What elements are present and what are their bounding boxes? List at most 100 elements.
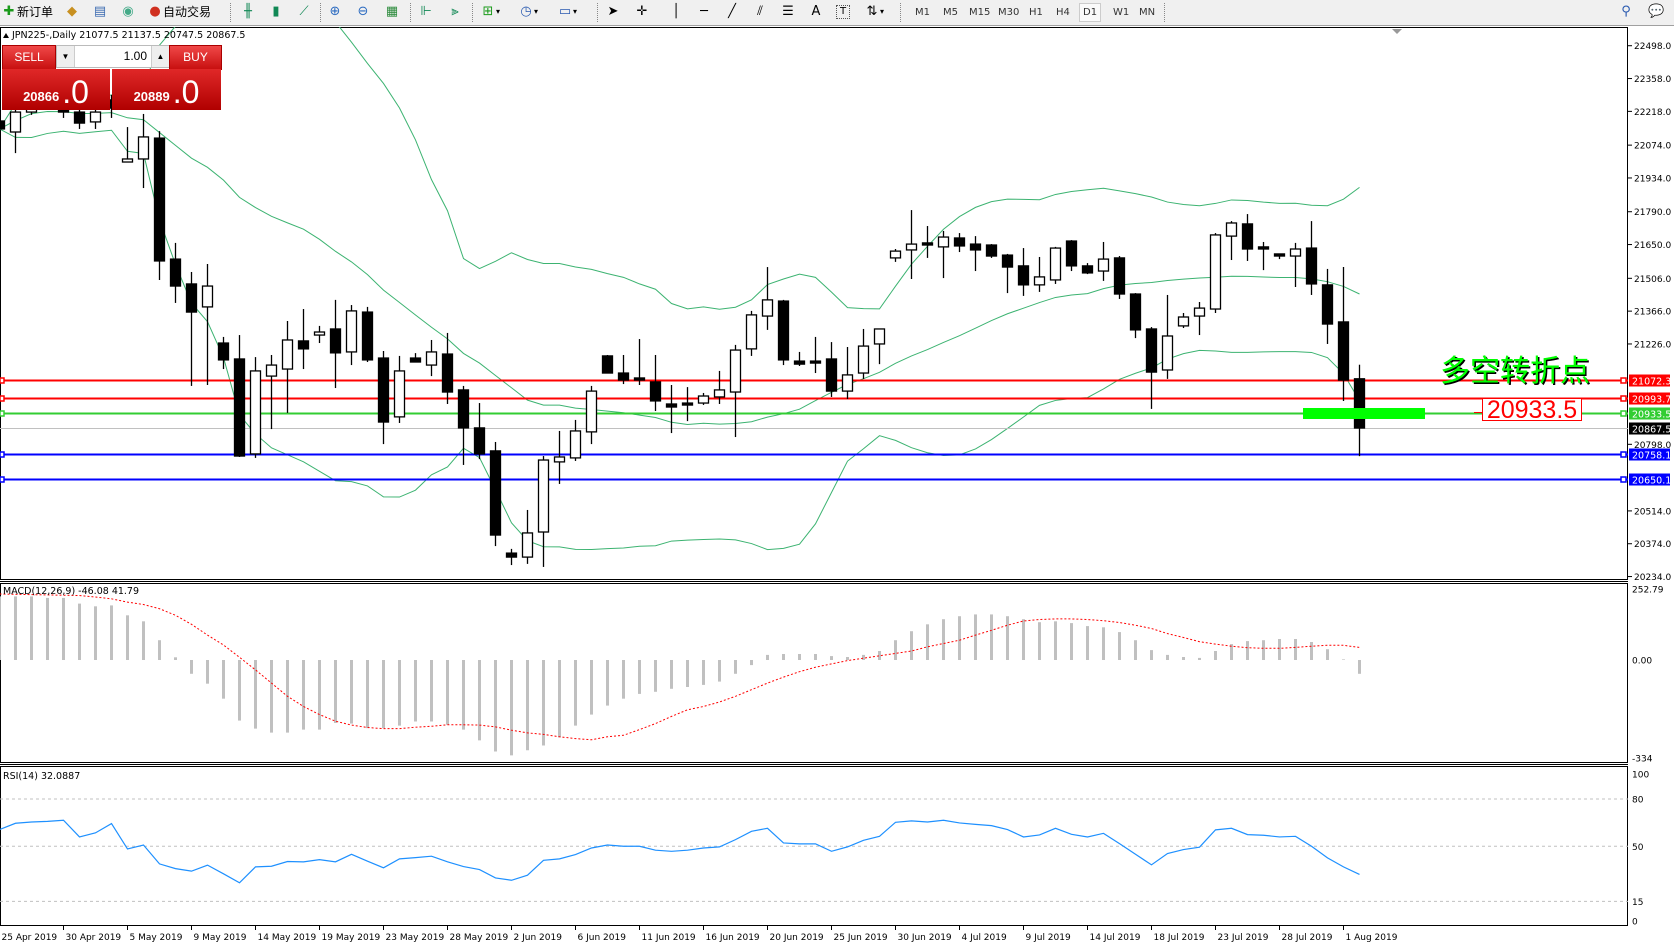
candle[interactable] <box>217 336 230 370</box>
candle[interactable] <box>377 350 390 445</box>
level-handle-right[interactable] <box>1620 476 1627 483</box>
pivot-annotation-text[interactable]: 多空转折点 <box>1440 354 1590 389</box>
candle[interactable] <box>937 230 950 279</box>
pivot-price-box[interactable] <box>1482 398 1582 421</box>
candle[interactable] <box>201 264 214 385</box>
candle[interactable] <box>1017 248 1030 296</box>
candle[interactable] <box>1145 327 1158 409</box>
candle[interactable] <box>1289 242 1302 287</box>
candle[interactable] <box>665 384 678 434</box>
candle[interactable] <box>697 392 710 405</box>
horizontal-line-button[interactable]: ─ <box>696 2 712 22</box>
candle[interactable] <box>1129 293 1142 339</box>
level-handle-left[interactable] <box>0 410 5 417</box>
main-chart-panel[interactable] <box>0 27 1628 580</box>
cursor-button[interactable]: ➤ <box>605 2 621 22</box>
candle[interactable] <box>153 131 166 280</box>
candle[interactable] <box>265 354 278 430</box>
sell-button[interactable]: SELL <box>2 45 56 70</box>
candle[interactable] <box>841 347 854 400</box>
candle[interactable] <box>729 344 742 438</box>
candle[interactable] <box>1049 246 1062 284</box>
level-handle-right[interactable] <box>1620 395 1627 402</box>
candle[interactable] <box>617 354 630 385</box>
fibonacci-button[interactable]: ☰ <box>780 2 796 22</box>
candle[interactable] <box>1305 221 1318 295</box>
candle[interactable] <box>1177 313 1190 329</box>
candle[interactable] <box>1321 268 1334 344</box>
timeframe-w1[interactable]: W1 <box>1113 7 1130 18</box>
candle[interactable] <box>857 328 870 379</box>
candle[interactable] <box>1033 256 1046 292</box>
candle[interactable] <box>1097 241 1110 281</box>
candle[interactable] <box>1161 294 1174 379</box>
candle[interactable] <box>137 113 150 189</box>
level-handle-left[interactable] <box>0 377 5 384</box>
level-handle-right[interactable] <box>1620 377 1627 384</box>
indicators-button[interactable]: ⊞ ▾ <box>480 2 500 22</box>
bar-chart-button[interactable]: ╫ <box>240 2 256 22</box>
candle[interactable] <box>281 320 294 413</box>
candle[interactable] <box>681 387 694 422</box>
candle[interactable] <box>1209 233 1222 314</box>
candle[interactable] <box>505 548 518 566</box>
chart-shift-marker-icon[interactable] <box>1392 29 1402 34</box>
chart-shift-button[interactable]: ⊩ <box>418 2 434 22</box>
chat-button[interactable]: 💬 <box>1648 2 1664 22</box>
text-button[interactable]: A <box>808 2 824 22</box>
candle[interactable] <box>361 306 374 363</box>
level-handle-left[interactable] <box>0 395 5 402</box>
timeframe-d1[interactable]: D1 <box>1079 3 1102 22</box>
equidistant-channel-button[interactable]: ⫽ <box>752 2 768 22</box>
candle[interactable] <box>1065 240 1078 272</box>
zoom-out-button[interactable]: ⊖ <box>355 2 371 22</box>
macd-panel[interactable] <box>0 583 1628 763</box>
candlestick-button[interactable]: ▮ <box>268 2 284 22</box>
timeframe-mn[interactable]: MN <box>1139 7 1156 18</box>
candle[interactable] <box>745 310 758 356</box>
candle[interactable] <box>1113 256 1126 299</box>
candle[interactable] <box>1081 263 1094 275</box>
candle[interactable] <box>409 353 422 363</box>
volume-increase-button[interactable]: ▲ <box>151 46 169 67</box>
crosshair-button[interactable]: ✛ <box>634 2 650 22</box>
timeframe-m30[interactable]: M30 <box>998 7 1020 18</box>
candle[interactable] <box>761 267 774 330</box>
candle[interactable] <box>985 244 998 258</box>
candle[interactable] <box>553 430 566 484</box>
candle[interactable] <box>905 210 918 280</box>
candle[interactable] <box>9 108 22 154</box>
candle[interactable] <box>441 332 454 404</box>
auto-trading-button[interactable]: ● 自动交易 <box>147 2 211 22</box>
candle[interactable] <box>585 385 598 445</box>
periods-button[interactable]: ◷ ▾ <box>518 2 538 22</box>
buy-price-button[interactable]: 20889 .0 <box>112 69 221 110</box>
level-handle-right[interactable] <box>1620 451 1627 458</box>
chart-window[interactable]: 21072.3 20993.7 20933.5 20867.5 20758.1 20650… <box>0 26 1674 947</box>
candle[interactable] <box>169 242 182 303</box>
candle[interactable] <box>521 509 534 564</box>
zoom-in-button[interactable]: ⊕ <box>327 2 343 22</box>
candle[interactable] <box>473 403 486 460</box>
candle[interactable] <box>345 305 358 366</box>
candle[interactable] <box>601 354 614 374</box>
candle[interactable] <box>425 339 438 377</box>
candle[interactable] <box>249 357 262 458</box>
candle[interactable] <box>1193 301 1206 336</box>
candle[interactable] <box>921 226 934 258</box>
candle[interactable] <box>1273 253 1286 260</box>
candle[interactable] <box>1257 241 1270 271</box>
timeframe-m5[interactable]: M5 <box>943 7 958 18</box>
timeframe-m1[interactable]: M1 <box>915 7 930 18</box>
candle[interactable] <box>649 354 662 412</box>
candle[interactable] <box>873 328 886 365</box>
candle[interactable] <box>713 370 726 404</box>
candle[interactable] <box>489 441 502 547</box>
candle[interactable] <box>185 271 198 386</box>
candle[interactable] <box>1241 214 1254 261</box>
candle[interactable] <box>537 456 550 567</box>
candle[interactable] <box>1001 253 1014 294</box>
timeframe-h1[interactable]: H1 <box>1029 7 1043 18</box>
candle[interactable] <box>393 355 406 423</box>
arrows-button[interactable]: ⇅ ▾ <box>864 2 884 22</box>
